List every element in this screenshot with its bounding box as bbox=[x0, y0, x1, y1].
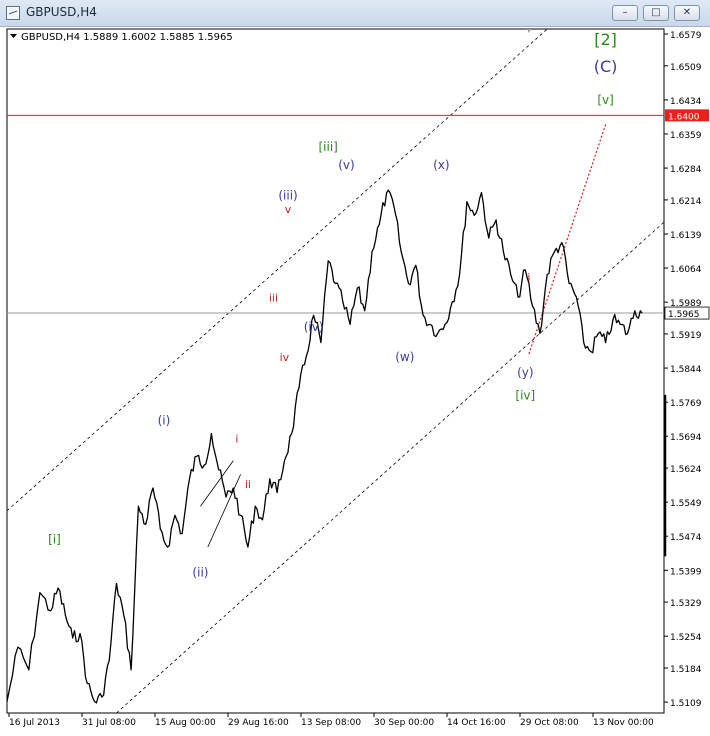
wave-label-12: i bbox=[527, 271, 530, 284]
close-button[interactable]: ✕ bbox=[674, 5, 700, 21]
y-tick-label-15: 1.6214 bbox=[670, 197, 702, 207]
resistance-price-box bbox=[665, 109, 709, 122]
y-tick-label-20: 1.6579 bbox=[670, 31, 702, 41]
y-tick-label-10: 1.5844 bbox=[670, 365, 702, 375]
y-tick-label-18: 1.6434 bbox=[670, 97, 702, 107]
y-tick-label-8: 1.5694 bbox=[670, 433, 702, 443]
plot-area bbox=[6, 28, 665, 714]
x-tick-label-8: 13 Nov 00:00 bbox=[593, 718, 654, 728]
wave-label-3: [iii] bbox=[319, 140, 338, 154]
wave-label-11: (w) bbox=[395, 350, 414, 364]
wave-label-15: (i) bbox=[158, 413, 171, 427]
wave-label-4: (v) bbox=[338, 158, 354, 172]
window-titlebar: GBPUSD,H4 – □ ✕ bbox=[0, 0, 710, 27]
dropdown-triangle-icon[interactable] bbox=[10, 34, 17, 38]
minimize-icon: – bbox=[622, 7, 628, 18]
x-tick-label-4: 13 Sep 08:00 bbox=[301, 718, 361, 728]
y-tick-label-16: 1.6284 bbox=[670, 165, 702, 175]
maximize-button[interactable]: □ bbox=[643, 5, 669, 21]
channel-line-3 bbox=[207, 474, 241, 548]
wave-label-19: [i] bbox=[48, 532, 61, 546]
y-tick-label-13: 1.6064 bbox=[670, 265, 702, 275]
resistance-price-label: 1.6400 bbox=[668, 112, 700, 122]
axes: 1.5109 1.5184 1.5254 1.5329 1.5399 1.5474 1.55… bbox=[8, 29, 710, 728]
y-tick-label-19: 1.6509 bbox=[670, 63, 702, 73]
shift-marker-icon bbox=[527, 29, 531, 33]
x-tick-label-5: 30 Sep 00:00 bbox=[374, 718, 434, 728]
current-price-box bbox=[664, 306, 710, 320]
y-tick-label-17: 1.6359 bbox=[670, 131, 702, 141]
y-tick-label-2: 1.5254 bbox=[670, 633, 702, 643]
x-tick-label-0: 16 Jul 2013 bbox=[9, 718, 60, 728]
y-tick-label-5: 1.5474 bbox=[670, 533, 702, 543]
wave-label-5: (x) bbox=[433, 158, 449, 172]
x-tick-label-1: 31 Jul 08:00 bbox=[82, 718, 136, 728]
x-tick-label-2: 15 Aug 00:00 bbox=[155, 718, 216, 728]
wave-label-17: ii bbox=[245, 478, 251, 491]
wave-label-6: (iii) bbox=[278, 188, 297, 202]
window-title: GBPUSD,H4 bbox=[26, 5, 97, 19]
wave-label-18: (ii) bbox=[192, 566, 208, 580]
close-icon: ✕ bbox=[682, 7, 692, 18]
maximize-icon: □ bbox=[651, 7, 661, 18]
wave-label-0: [2] bbox=[594, 30, 617, 49]
y-tick-label-11: 1.5919 bbox=[670, 331, 702, 341]
y-tick-label-3: 1.5329 bbox=[670, 599, 702, 609]
y-tick-label-9: 1.5769 bbox=[670, 399, 702, 409]
channel-line-1 bbox=[116, 221, 665, 714]
y-tick-label-1: 1.5184 bbox=[670, 665, 702, 675]
channel-lines bbox=[6, 28, 665, 714]
wave-label-7: v bbox=[285, 203, 292, 216]
y-tick-label-12: 1.5989 bbox=[670, 299, 702, 309]
y-tick-label-6: 1.5549 bbox=[670, 499, 702, 509]
wave-label-2: [v] bbox=[597, 93, 613, 107]
x-tick-label-6: 14 Oct 16:00 bbox=[447, 718, 506, 728]
channel-line-0 bbox=[6, 28, 548, 512]
price-info-line: GBPUSD,H4 1.5889 1.6002 1.5885 1.5965 bbox=[21, 32, 233, 43]
price-chart[interactable]: [2] (C) [v] [iii] (v) (x) (iii) v iii (iv) iv (w) i(… bbox=[0, 27, 710, 732]
wave-label-9: (iv) bbox=[304, 320, 324, 334]
channel-line-2 bbox=[200, 460, 234, 507]
wave-label-10: iv bbox=[280, 351, 290, 364]
x-tick-label-3: 29 Aug 16:00 bbox=[228, 718, 289, 728]
price-line bbox=[6, 189, 643, 704]
y-tick-label-0: 1.5109 bbox=[670, 699, 702, 709]
y-tick-label-14: 1.6139 bbox=[670, 231, 702, 241]
wave-label-13: (y) bbox=[517, 366, 533, 380]
minimize-button[interactable]: – bbox=[612, 5, 638, 21]
projection-line bbox=[528, 124, 607, 355]
chart-window-icon bbox=[6, 6, 20, 20]
wave-label-1: (C) bbox=[594, 57, 618, 76]
wave-label-14: [iv] bbox=[515, 388, 535, 402]
y-tick-label-7: 1.5624 bbox=[670, 465, 702, 475]
current-price-label: 1.5965 bbox=[668, 310, 700, 320]
wave-label-8: iii bbox=[269, 292, 278, 305]
y-tick-label-4: 1.5399 bbox=[670, 567, 702, 577]
wave-label-16: i bbox=[235, 433, 238, 446]
price-series bbox=[6, 189, 643, 704]
x-tick-label-7: 29 Oct 08:00 bbox=[520, 718, 579, 728]
